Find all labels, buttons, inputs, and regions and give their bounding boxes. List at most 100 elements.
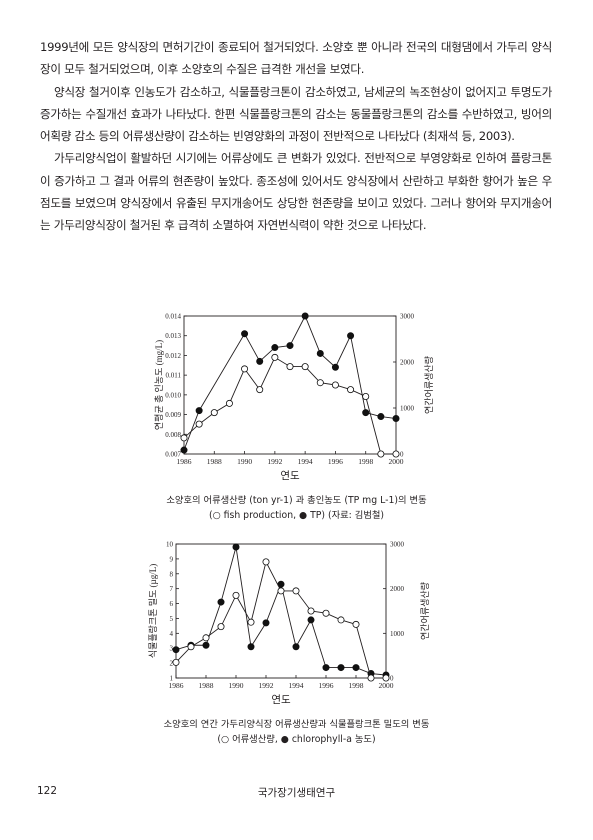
data-point <box>180 434 188 442</box>
y-left-tick-label: 7 <box>170 585 174 593</box>
data-point <box>307 616 315 624</box>
page-number: 122 <box>37 785 58 797</box>
y-left-tick-label: 6 <box>170 600 174 608</box>
y-left-axis-label: 식물플랑크톤 밀도 (µg/L) <box>147 564 158 658</box>
data-point <box>202 641 210 649</box>
data-point <box>241 365 249 373</box>
y-right-axis-label: 연간어류생산량 <box>423 356 434 414</box>
data-point <box>331 363 339 371</box>
data-point <box>392 450 400 458</box>
data-point <box>286 363 294 371</box>
x-tick-label: 1998 <box>358 457 373 466</box>
y-left-tick-label: 0.013 <box>165 332 181 340</box>
x-axis-label: 연도 <box>280 470 300 482</box>
figure-2-caption-line-1: 소양호의 연간 가두리양식장 어류생산량과 식물플랑크톤 밀도의 변동 <box>163 719 430 730</box>
figure-2-chart: 1986 1988 1990 1992 1994 1996 1998 2000 1 2 3 4 5 6 7 8… <box>146 536 440 718</box>
y-left-tick-label: 0.007 <box>165 451 181 459</box>
x-tick-label: 2000 <box>379 681 394 690</box>
paragraph-1: 1999년에 모든 양식장의 면허기간이 종료되어 철거되었다. 소양호 뿐 아… <box>40 40 552 77</box>
plot-frame <box>183 315 397 455</box>
y-left-tick-label: 3 <box>170 645 174 653</box>
series-line <box>175 560 386 679</box>
plot-frame <box>175 543 387 679</box>
y-right-tick-label: 3000 <box>390 541 405 549</box>
series-line <box>175 546 387 676</box>
data-point <box>256 386 264 394</box>
tp-fish-chart: 1986 1988 1990 1992 1994 1996 1998 2000 0.007 0.0… <box>154 312 434 483</box>
data-point <box>262 619 270 627</box>
data-point <box>225 399 233 407</box>
figure-2-caption-line-2: (○ 어류생산량, ● chlorophyll-a 농도) <box>217 734 376 745</box>
y-left-tick-label: 0.011 <box>166 372 182 380</box>
data-point <box>301 312 309 320</box>
body-text: 1999년에 모든 양식장의 면허기간이 종료되어 철거되었다. 소양호 뿐 아… <box>40 36 552 237</box>
data-point <box>382 674 390 682</box>
paragraph-3: 가두리양식업이 활발하던 시기에는 어류상에도 큰 변화가 있었다. 전반적으로… <box>40 151 552 233</box>
y-left-axis-label: 연평균 총 인농도 (mg/L) <box>154 340 164 430</box>
data-point <box>377 413 385 421</box>
figure-1-caption-line-1: 소양호의 어류생산량 (ton yr-1) 과 총인농도 (TP mg L-1)… <box>166 495 427 506</box>
data-point <box>247 643 255 651</box>
y-right-tick-label: 2000 <box>390 585 405 593</box>
data-point <box>322 664 330 672</box>
x-tick-label: 1990 <box>237 457 252 466</box>
footer-title: 국가장기생태연구 <box>257 787 336 799</box>
x-tick-label: 2000 <box>389 457 404 466</box>
data-point <box>217 623 225 631</box>
data-point <box>352 664 360 672</box>
paragraph-2: 양식장 철거이후 인농도가 감소하고, 식물플랑크톤이 감소하였고, 남세균의 … <box>40 84 552 144</box>
y-right-tick-label: 0 <box>400 451 404 459</box>
data-point <box>301 363 309 371</box>
data-point <box>172 646 180 654</box>
y-left-tick-label: 4 <box>170 630 174 638</box>
data-point <box>262 558 270 566</box>
x-tick-label: 1986 <box>177 457 192 466</box>
x-tick-label: 1988 <box>207 457 222 466</box>
y-left-tick-label: 0.008 <box>165 431 181 439</box>
y-left-tick-label: 1 <box>170 675 174 683</box>
data-point <box>286 342 294 350</box>
y-right-tick-label: 3000 <box>400 313 415 321</box>
y-right-tick-label: 0 <box>390 675 394 683</box>
data-point <box>187 643 195 651</box>
data-point <box>316 349 324 357</box>
x-tick-label: 1994 <box>289 681 304 690</box>
y-right-tick-label: 1000 <box>390 630 405 638</box>
data-point <box>256 357 264 365</box>
data-point <box>232 591 240 599</box>
figure-1-caption: 소양호의 어류생산량 (ton yr-1) 과 총인농도 (TP mg L-1)… <box>0 493 593 523</box>
y-left-tick-label: 5 <box>170 615 174 623</box>
data-point <box>241 330 249 338</box>
x-tick-label: 1992 <box>259 681 274 690</box>
series-line <box>183 314 397 451</box>
y-left-tick-label: 9 <box>170 555 174 563</box>
x-tick-label: 1994 <box>298 457 313 466</box>
x-tick-label: 1988 <box>199 681 214 690</box>
data-point <box>392 415 400 423</box>
data-point <box>292 587 300 595</box>
figure-1-chart: 1986 1988 1990 1992 1994 1996 1998 2000 0.007 0.0… <box>150 306 440 495</box>
data-point <box>337 664 345 672</box>
data-point <box>172 658 180 666</box>
data-point <box>367 674 375 682</box>
x-tick-label: 1998 <box>349 681 364 690</box>
x-tick-label: 1990 <box>229 681 244 690</box>
x-tick-label: 1986 <box>169 681 184 690</box>
data-point <box>362 393 370 401</box>
data-point <box>277 587 285 595</box>
data-point <box>352 620 360 628</box>
data-point <box>217 598 225 606</box>
data-point <box>292 643 300 651</box>
data-point <box>362 409 370 417</box>
data-point <box>180 446 188 454</box>
x-tick-label: 1992 <box>267 457 282 466</box>
data-point <box>331 381 339 389</box>
x-tick-label: 1996 <box>328 457 343 466</box>
data-point <box>247 618 255 626</box>
y-left-tick-label: 0.014 <box>165 313 181 321</box>
data-point <box>307 607 315 615</box>
data-point <box>337 616 345 624</box>
data-point <box>195 407 203 415</box>
data-point <box>195 420 203 428</box>
y-left-tick-label: 0.010 <box>165 391 181 399</box>
